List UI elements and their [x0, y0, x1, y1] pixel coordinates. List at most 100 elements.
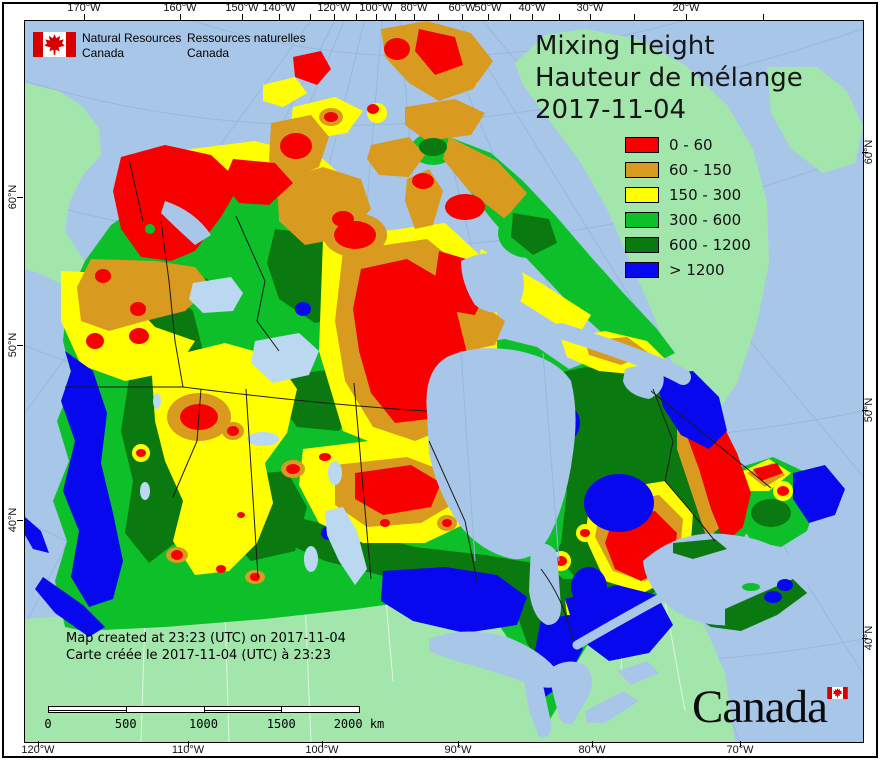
legend-label: 0 - 60: [669, 136, 713, 154]
axis-label-top: 20°W: [672, 2, 700, 14]
legend-label: 600 - 1200: [669, 236, 751, 254]
scale-bar-segment: [125, 706, 205, 713]
lake-ontario: [617, 661, 659, 685]
axis-tick: [862, 638, 868, 639]
axis-tick: [17, 345, 23, 346]
axis-tick: [334, 14, 335, 20]
axis-tick: [590, 14, 591, 20]
scale-bar-label: 1500: [266, 717, 296, 731]
scale-bar-label: 0: [44, 717, 52, 731]
axis-tick: [686, 14, 687, 20]
sea-water: [161, 201, 811, 738]
axis-tick: [559, 14, 560, 20]
axis-tick: [862, 410, 868, 411]
axis-label-bottom: 80°W: [578, 744, 606, 756]
canada-flag-icon: [33, 32, 76, 57]
legend-label: > 1200: [669, 261, 725, 279]
axis-tick: [763, 14, 764, 20]
axis-tick: [84, 14, 85, 20]
axis-label-top: 160°W: [163, 2, 197, 14]
canada-wordmark: Canada: [692, 681, 828, 733]
axis-label-top: 80°W: [400, 2, 428, 14]
bc-coast-blue: [61, 351, 123, 607]
axis-tick: [458, 741, 459, 747]
axis-tick: [592, 741, 593, 747]
legend-swatch: [625, 162, 659, 178]
legend-swatch: [625, 212, 659, 228]
map-title: Mixing Height Hauteur de mélange 2017-11…: [535, 30, 803, 126]
axis-tick: [17, 197, 23, 198]
scale-bar-midline: [204, 710, 282, 711]
axis-label-top: 170°W: [67, 2, 101, 14]
legend-label: 150 - 300: [669, 186, 742, 204]
greenland-ne-island: [767, 67, 863, 173]
axis-tick: [414, 14, 415, 20]
axis-tick: [532, 14, 533, 20]
axis-label-top: 100°W: [359, 2, 393, 14]
scale-bar-midline: [49, 710, 126, 711]
scale-bar-segment: [203, 706, 283, 713]
axis-tick: [395, 14, 396, 20]
lake-superior: [429, 631, 560, 688]
axis-tick: [17, 520, 23, 521]
created-line-fr: Carte créée le 2017-11-04 (UTC) à 23:23: [66, 648, 331, 663]
alaska: [25, 83, 123, 335]
axis-tick: [462, 14, 463, 20]
logo-fr-line2: Canada: [187, 46, 230, 60]
great-slave-lake: [251, 333, 319, 383]
great-bear-lake: [189, 277, 243, 313]
lake-huron: [549, 661, 592, 725]
axis-label-top: 40°W: [518, 2, 546, 14]
province-borders: [65, 158, 772, 642]
title-line-en: Mixing Height: [535, 31, 715, 61]
title-date: 2017-11-04: [535, 95, 687, 125]
lake-winnipeg: [325, 507, 367, 585]
title-line-fr: Hauteur de mélange: [535, 63, 803, 93]
axis-tick: [488, 14, 489, 20]
axis-tick: [310, 14, 311, 20]
logo-en-line1: Natural Resources: [82, 31, 182, 45]
legend-swatch: [625, 187, 659, 203]
hudson-bay: [426, 348, 576, 560]
axis-label-bottom: 120°W: [21, 744, 55, 756]
yukon-red: [113, 145, 241, 261]
legend-label: 300 - 600: [669, 211, 742, 229]
axis-tick: [438, 14, 439, 20]
axis-tick: [180, 14, 181, 20]
axis-tick: [740, 741, 741, 747]
scale-bar-label: 2000 km: [333, 717, 385, 731]
vancouver-island: [35, 577, 105, 637]
axis-label-top: 150°W: [225, 2, 259, 14]
axis-label-top: 60°W: [448, 2, 476, 14]
legend-swatch: [625, 262, 659, 278]
wordmark-flag-icon: [827, 687, 848, 699]
created-line-en: Map created at 23:23 (UTC) on 2017-11-04: [66, 631, 346, 646]
axis-tick: [242, 14, 243, 20]
map-canvas: [24, 20, 864, 743]
axis-label-top: 30°W: [576, 2, 604, 14]
axis-tick: [356, 14, 357, 20]
axis-tick: [634, 14, 635, 20]
legend-label: 60 - 150: [669, 161, 732, 179]
legend-swatch: [625, 137, 659, 153]
scale-bar-segment: [281, 706, 360, 713]
scale-bar-label: 1000: [189, 717, 218, 731]
axis-label-bottom: 90°W: [444, 744, 472, 756]
map-created-note: Map created at 23:23 (UTC) on 2017-11-04…: [66, 630, 346, 664]
axis-tick: [376, 14, 377, 20]
axis-label-top: 120°W: [317, 2, 351, 14]
legend-swatch: [625, 237, 659, 253]
axis-label-top: 140°W: [262, 2, 296, 14]
logo-text-fr: Ressources naturelles Canada: [187, 31, 306, 61]
logo-en-line2: Canada: [82, 46, 125, 60]
axis-tick: [188, 741, 189, 747]
logo-text-en: Natural Resources Canada: [82, 31, 181, 61]
axis-label-bottom: 70°W: [726, 744, 754, 756]
axis-label-bottom: 100°W: [305, 744, 339, 756]
james-bay: [529, 543, 561, 625]
axis-tick: [510, 14, 511, 20]
lake-erie: [585, 691, 639, 723]
foxe-basin: [461, 253, 524, 313]
axis-tick: [322, 741, 323, 747]
